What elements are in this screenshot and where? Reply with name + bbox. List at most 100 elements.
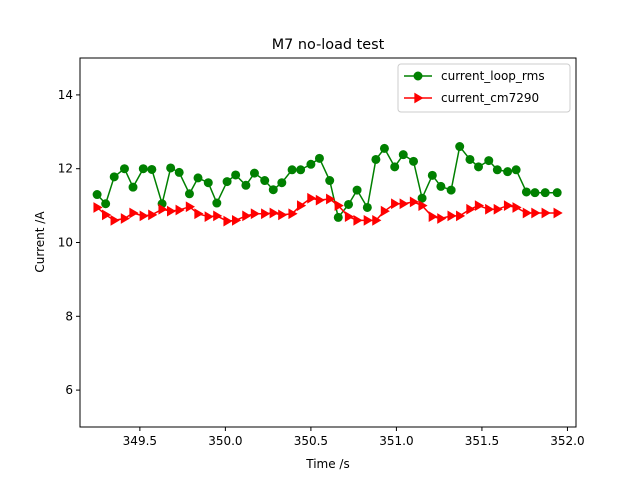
data-point bbox=[371, 154, 381, 164]
data-point bbox=[417, 193, 427, 203]
data-point bbox=[333, 212, 343, 222]
data-point bbox=[296, 165, 306, 175]
chart-title: M7 no-load test bbox=[272, 37, 385, 53]
data-point bbox=[362, 202, 372, 212]
data-point bbox=[399, 198, 409, 210]
data-point bbox=[531, 207, 541, 219]
data-point bbox=[372, 214, 382, 226]
y-tick-label: 8 bbox=[65, 309, 73, 323]
data-point bbox=[250, 208, 260, 220]
data-point bbox=[174, 167, 184, 177]
data-point bbox=[436, 181, 446, 191]
data-point bbox=[314, 153, 324, 163]
data-point bbox=[93, 202, 103, 213]
data-point bbox=[296, 200, 307, 211]
data-point bbox=[203, 178, 213, 188]
data-point bbox=[484, 156, 494, 166]
data-point bbox=[447, 210, 457, 222]
data-point bbox=[363, 214, 373, 226]
data-point bbox=[287, 165, 297, 175]
y-tick-label: 6 bbox=[65, 383, 73, 397]
data-point bbox=[184, 189, 194, 199]
x-tick-label: 350.5 bbox=[294, 434, 328, 448]
data-point bbox=[204, 211, 214, 223]
data-point bbox=[493, 203, 503, 215]
data-point bbox=[148, 209, 158, 221]
data-point bbox=[326, 193, 336, 205]
data-point bbox=[428, 211, 438, 223]
data-point bbox=[530, 188, 540, 198]
x-tick-label: 351.0 bbox=[379, 434, 413, 448]
x-tick-label: 352.0 bbox=[550, 434, 584, 448]
data-point bbox=[222, 177, 232, 187]
data-point bbox=[418, 200, 428, 211]
data-point bbox=[553, 207, 563, 219]
y-tick-label: 12 bbox=[58, 162, 73, 176]
data-point bbox=[194, 208, 204, 220]
data-point bbox=[158, 203, 168, 215]
data-point bbox=[175, 204, 185, 216]
data-point bbox=[466, 203, 476, 215]
data-point bbox=[390, 162, 400, 172]
data-point bbox=[166, 205, 177, 217]
data-point bbox=[102, 209, 112, 221]
data-point bbox=[139, 210, 149, 222]
data-point bbox=[278, 209, 288, 221]
series-layer bbox=[92, 142, 563, 227]
x-axis: 349.5 350.0 350.5 351.0 351.5 352.0 bbox=[123, 427, 585, 448]
data-point bbox=[344, 211, 355, 223]
legend-marker bbox=[414, 92, 424, 104]
data-point bbox=[485, 203, 495, 215]
data-point bbox=[353, 214, 363, 226]
data-point bbox=[456, 210, 466, 222]
x-axis-label: Time /s bbox=[305, 457, 349, 471]
data-point bbox=[288, 208, 298, 220]
data-point bbox=[242, 210, 252, 222]
y-tick-label: 14 bbox=[58, 88, 73, 102]
data-point bbox=[552, 188, 562, 198]
data-point bbox=[185, 201, 195, 213]
data-point bbox=[101, 199, 111, 209]
legend-box bbox=[397, 63, 571, 113]
data-point bbox=[260, 176, 270, 186]
data-point bbox=[138, 164, 148, 174]
data-point bbox=[307, 192, 317, 204]
data-point bbox=[110, 214, 120, 226]
data-point bbox=[511, 165, 521, 175]
data-point bbox=[334, 200, 344, 211]
data-point bbox=[344, 199, 354, 209]
data-point bbox=[231, 170, 241, 180]
data-point bbox=[166, 163, 176, 173]
legend: current_loop_rms current_cm7290 bbox=[397, 63, 571, 113]
y-axis: 6 8 10 12 14 bbox=[58, 88, 80, 397]
x-tick-label: 349.5 bbox=[123, 434, 157, 448]
data-point bbox=[380, 205, 390, 217]
data-point bbox=[465, 154, 475, 164]
y-axis-label: Current /A bbox=[33, 211, 47, 273]
data-point bbox=[391, 198, 401, 210]
data-point bbox=[306, 159, 316, 169]
data-point bbox=[503, 200, 514, 211]
data-point bbox=[446, 185, 456, 195]
data-point bbox=[540, 188, 550, 198]
data-point bbox=[119, 164, 129, 174]
data-point bbox=[249, 168, 259, 178]
data-point bbox=[492, 165, 502, 175]
data-point bbox=[269, 207, 279, 219]
axes-frame bbox=[79, 57, 577, 428]
legend-label: current_cm7290 bbox=[441, 91, 539, 105]
data-point bbox=[92, 190, 102, 200]
data-point bbox=[213, 210, 223, 222]
series-current_loop_rms bbox=[92, 142, 562, 222]
data-point bbox=[129, 207, 139, 219]
data-point bbox=[437, 213, 447, 224]
data-point bbox=[541, 207, 551, 219]
data-point bbox=[474, 200, 484, 211]
data-point bbox=[212, 198, 222, 208]
data-point bbox=[147, 164, 157, 174]
data-point bbox=[503, 167, 513, 177]
data-point bbox=[315, 194, 325, 206]
data-point bbox=[398, 150, 408, 160]
data-point bbox=[379, 143, 389, 153]
data-point bbox=[352, 185, 362, 195]
